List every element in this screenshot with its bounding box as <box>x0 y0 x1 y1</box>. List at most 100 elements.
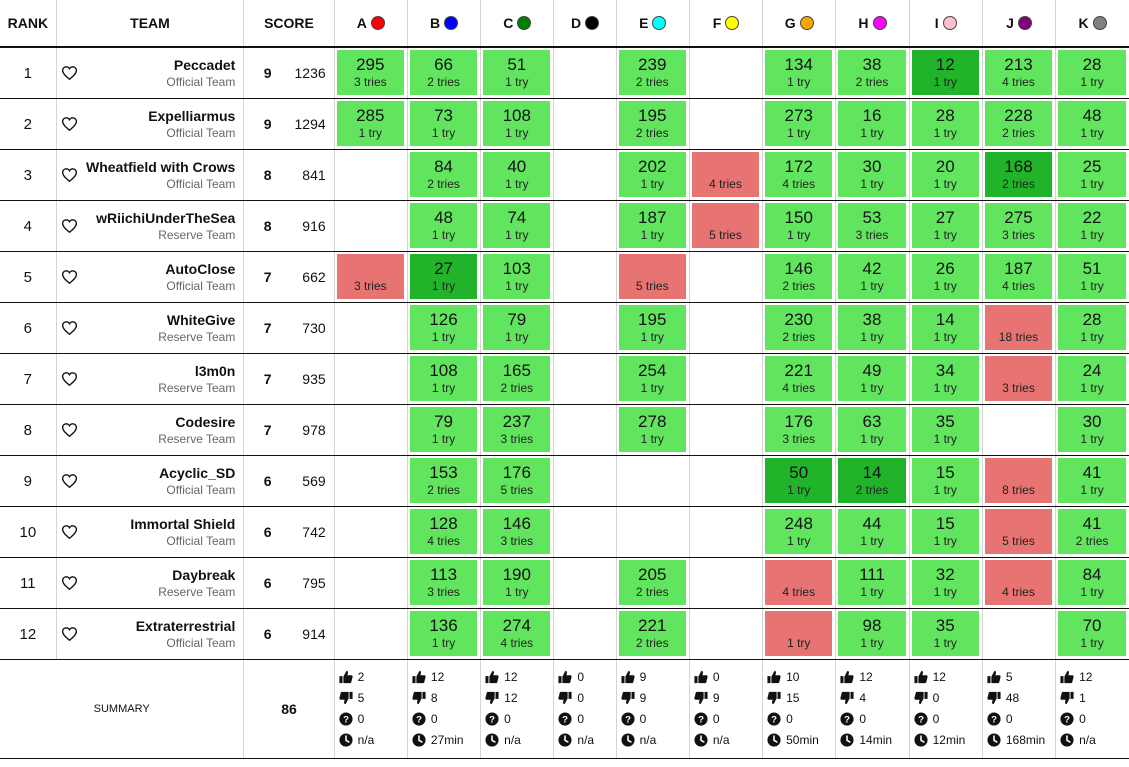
problem-cell-c[interactable]: 40 1 try <box>480 149 554 201</box>
accepted-box[interactable]: 176 3 tries <box>765 407 833 452</box>
accepted-box[interactable]: 28 1 try <box>1058 305 1126 350</box>
team-name[interactable]: Extraterrestrial <box>135 617 236 634</box>
team-name[interactable]: Expelliarmus <box>148 107 236 124</box>
problem-cell-c[interactable]: 51 1 try <box>480 47 554 99</box>
problem-cell-g[interactable]: 221 4 tries <box>762 353 836 405</box>
problem-cell-j[interactable]: 213 4 tries <box>981 47 1056 99</box>
accepted-box[interactable]: 79 1 try <box>409 407 478 452</box>
problem-cell-e[interactable]: 202 1 try <box>615 149 690 201</box>
accepted-box[interactable]: 34 1 try <box>911 356 979 401</box>
accepted-box[interactable]: 35 1 try <box>911 611 979 656</box>
problem-cell-c[interactable]: 146 3 tries <box>480 506 554 558</box>
problem-cell-j[interactable]: 228 2 tries <box>981 98 1056 150</box>
problem-cell-h[interactable]: 16 1 try <box>835 98 910 150</box>
problem-cell-g[interactable]: 248 1 try <box>762 506 836 558</box>
favorite-heart-icon[interactable] <box>55 98 83 150</box>
team-row[interactable]: 4 wRiichiUnderTheSea Reserve Team 8 916 48 1 t… <box>0 200 1129 252</box>
accepted-box[interactable]: 51 1 try <box>1058 254 1126 299</box>
accepted-box[interactable]: 248 1 try <box>765 509 833 554</box>
problem-header-f[interactable]: F <box>688 0 763 48</box>
team-row[interactable]: 11 Daybreak Reserve Team 6 795 113 3 tries 190 1… <box>0 557 1129 609</box>
accepted-box[interactable]: 213 4 tries <box>984 50 1053 95</box>
accepted-box[interactable]: 239 2 tries <box>618 50 686 95</box>
problem-cell-i[interactable]: 26 1 try <box>908 251 983 303</box>
problem-cell-h[interactable]: 49 1 try <box>835 353 910 405</box>
favorite-heart-icon[interactable] <box>55 353 83 405</box>
accepted-box[interactable]: 187 4 tries <box>984 254 1053 299</box>
accepted-box[interactable]: 22 1 try <box>1058 203 1126 248</box>
accepted-box[interactable]: 42 1 try <box>838 254 906 299</box>
accepted-box[interactable]: 48 1 try <box>409 203 478 248</box>
accepted-box[interactable]: 14 1 try <box>911 305 979 350</box>
rejected-box[interactable]: 3 tries <box>984 356 1053 401</box>
problem-header-d[interactable]: D <box>553 0 617 48</box>
problem-cell-h[interactable]: 98 1 try <box>835 608 910 660</box>
team-name[interactable]: Acyclic_SD <box>159 464 236 481</box>
problem-cell-k[interactable]: 30 1 try <box>1055 404 1129 456</box>
team-cell[interactable]: Expelliarmus Official Team <box>82 98 245 150</box>
favorite-heart-icon[interactable] <box>55 506 83 558</box>
accepted-box[interactable]: 84 1 try <box>1058 560 1126 605</box>
problem-header-g[interactable]: G <box>762 0 836 48</box>
accepted-box[interactable]: 30 1 try <box>838 152 906 197</box>
accepted-box[interactable]: 73 1 try <box>409 101 478 146</box>
problem-cell-h[interactable]: 38 2 tries <box>835 47 910 99</box>
problem-header-j[interactable]: J <box>981 0 1056 48</box>
accepted-box[interactable]: 32 1 try <box>911 560 979 605</box>
problem-cell-b[interactable]: 79 1 try <box>406 404 481 456</box>
problem-cell-e[interactable]: 187 1 try <box>615 200 690 252</box>
problem-cell-e[interactable]: 195 1 try <box>615 302 690 354</box>
problem-cell-i[interactable]: 35 1 try <box>908 608 983 660</box>
problem-cell-c[interactable]: 165 2 tries <box>480 353 554 405</box>
accepted-box[interactable]: 278 1 try <box>618 407 686 452</box>
problem-header-a[interactable]: A <box>333 0 408 48</box>
accepted-box[interactable]: 44 1 try <box>838 509 906 554</box>
accepted-box[interactable]: 221 2 tries <box>618 611 686 656</box>
problem-cell-k[interactable]: 28 1 try <box>1055 47 1129 99</box>
problem-cell-h[interactable]: 111 1 try <box>835 557 910 609</box>
problem-cell-k[interactable]: 70 1 try <box>1055 608 1129 660</box>
accepted-box[interactable]: 38 2 tries <box>838 50 906 95</box>
problem-cell-h[interactable]: 44 1 try <box>835 506 910 558</box>
team-cell[interactable]: Wheatfield with Crows Official Team <box>82 149 245 201</box>
accepted-box[interactable]: 205 2 tries <box>618 560 686 605</box>
team-name[interactable]: AutoClose <box>165 260 236 277</box>
problem-cell-j[interactable]: 168 2 tries <box>981 149 1056 201</box>
team-name[interactable]: wRiichiUnderTheSea <box>96 209 236 226</box>
problem-cell-a[interactable]: 3 tries <box>333 251 408 303</box>
accepted-box[interactable]: 35 1 try <box>911 407 979 452</box>
problem-cell-i[interactable]: 35 1 try <box>908 404 983 456</box>
accepted-box[interactable]: 15 1 try <box>911 458 979 503</box>
problem-cell-k[interactable]: 41 2 tries <box>1055 506 1129 558</box>
accepted-box[interactable]: 274 4 tries <box>483 611 551 656</box>
problem-cell-h[interactable]: 38 1 try <box>835 302 910 354</box>
problem-cell-j[interactable]: 3 tries <box>981 353 1056 405</box>
problem-cell-k[interactable]: 22 1 try <box>1055 200 1129 252</box>
problem-cell-e[interactable]: 205 2 tries <box>615 557 690 609</box>
accepted-box[interactable]: 66 2 tries <box>409 50 478 95</box>
team-cell[interactable]: l3m0n Reserve Team <box>82 353 245 405</box>
accepted-box[interactable]: 195 1 try <box>618 305 686 350</box>
accepted-box[interactable]: 38 1 try <box>838 305 906 350</box>
problem-cell-c[interactable]: 190 1 try <box>480 557 554 609</box>
favorite-heart-icon[interactable] <box>55 302 83 354</box>
problem-cell-b[interactable]: 66 2 tries <box>406 47 481 99</box>
accepted-box[interactable]: 27 1 try <box>911 203 979 248</box>
team-name[interactable]: Wheatfield with Crows <box>86 158 236 175</box>
problem-cell-b[interactable]: 73 1 try <box>406 98 481 150</box>
accepted-box[interactable]: 202 1 try <box>618 152 686 197</box>
first-solve-box[interactable]: 12 1 try <box>911 50 979 95</box>
accepted-box[interactable]: 134 1 try <box>765 50 833 95</box>
accepted-box[interactable]: 187 1 try <box>618 203 686 248</box>
team-row[interactable]: 12 Extraterrestrial Official Team 6 914 136 1 … <box>0 608 1129 660</box>
accepted-box[interactable]: 48 1 try <box>1058 101 1126 146</box>
score-header[interactable]: SCORE <box>243 0 335 48</box>
problem-cell-k[interactable]: 24 1 try <box>1055 353 1129 405</box>
accepted-box[interactable]: 84 2 tries <box>409 152 478 197</box>
accepted-box[interactable]: 51 1 try <box>483 50 551 95</box>
problem-cell-j[interactable]: 187 4 tries <box>981 251 1056 303</box>
accepted-box[interactable]: 228 2 tries <box>984 101 1053 146</box>
accepted-box[interactable]: 49 1 try <box>838 356 906 401</box>
problem-cell-g[interactable]: 4 tries <box>762 557 836 609</box>
accepted-box[interactable]: 146 3 tries <box>483 509 551 554</box>
